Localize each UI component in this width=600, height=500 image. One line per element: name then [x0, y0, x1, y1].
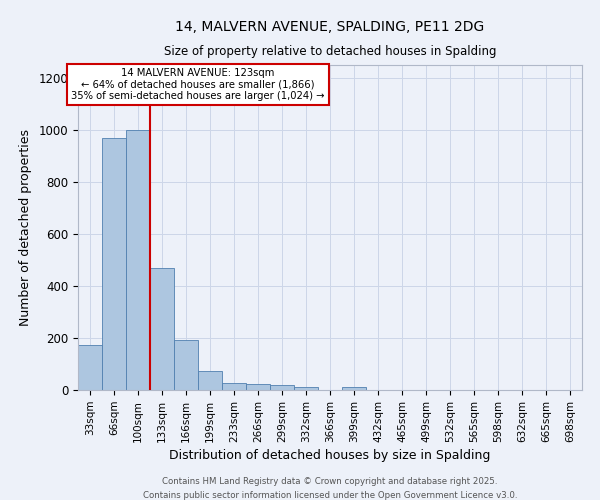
X-axis label: Distribution of detached houses by size in Spalding: Distribution of detached houses by size … — [169, 449, 491, 462]
Bar — [150, 268, 174, 390]
Bar — [246, 384, 270, 390]
Text: 14, MALVERN AVENUE, SPALDING, PE11 2DG: 14, MALVERN AVENUE, SPALDING, PE11 2DG — [175, 20, 485, 34]
Y-axis label: Number of detached properties: Number of detached properties — [19, 129, 32, 326]
Bar — [342, 387, 366, 390]
Bar — [126, 130, 150, 390]
Bar — [78, 344, 102, 390]
Text: Contains public sector information licensed under the Open Government Licence v3: Contains public sector information licen… — [143, 491, 517, 500]
Bar — [198, 370, 222, 390]
Bar — [102, 138, 126, 390]
Bar — [294, 388, 318, 390]
Text: Size of property relative to detached houses in Spalding: Size of property relative to detached ho… — [164, 45, 496, 58]
Bar — [270, 386, 294, 390]
Bar — [222, 382, 246, 390]
Text: 14 MALVERN AVENUE: 123sqm
← 64% of detached houses are smaller (1,866)
35% of se: 14 MALVERN AVENUE: 123sqm ← 64% of detac… — [71, 68, 325, 101]
Text: Contains HM Land Registry data © Crown copyright and database right 2025.: Contains HM Land Registry data © Crown c… — [162, 478, 498, 486]
Bar — [174, 340, 198, 390]
